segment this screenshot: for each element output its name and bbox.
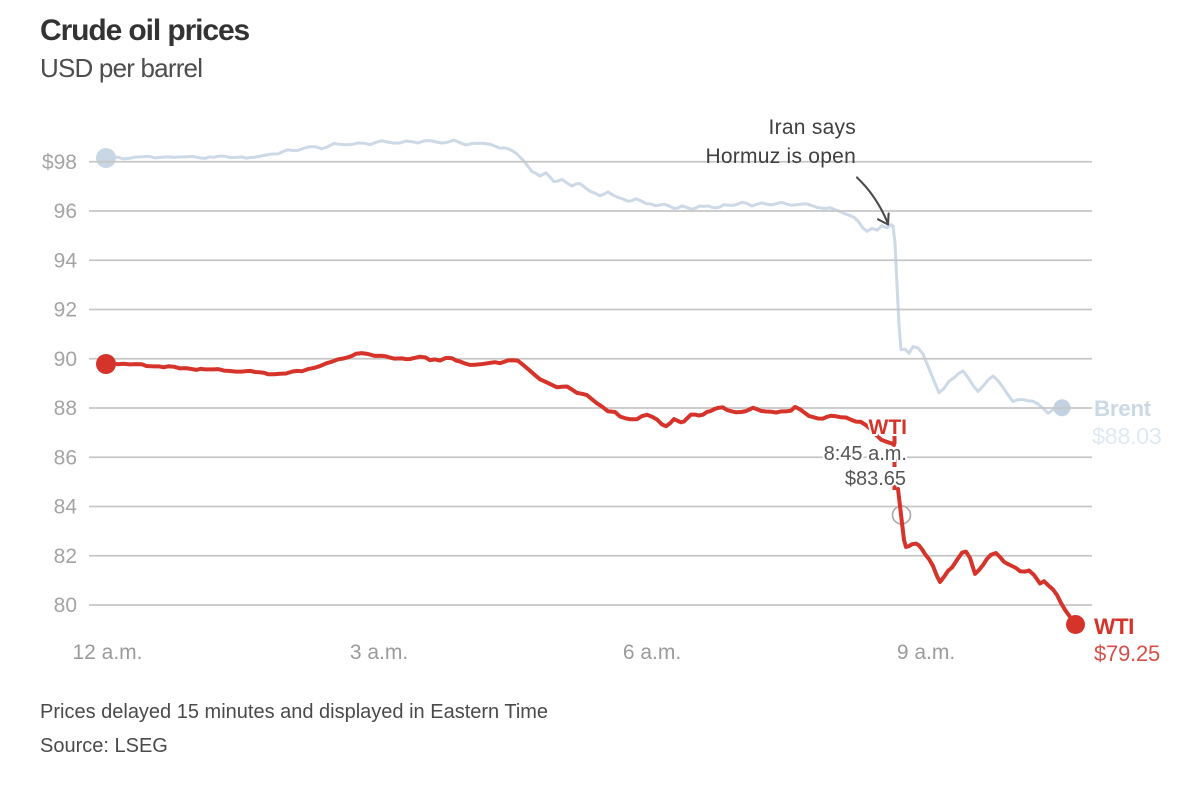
svg-text:92: 92 [54, 299, 77, 322]
svg-text:WTI: WTI [869, 416, 907, 439]
svg-text:Prices delayed 15 minutes and: Prices delayed 15 minutes and displayed … [40, 701, 548, 723]
svg-text:3 a.m.: 3 a.m. [350, 641, 408, 664]
svg-text:88: 88 [54, 397, 77, 420]
svg-text:WTI: WTI [1094, 614, 1134, 639]
svg-text:9 a.m.: 9 a.m. [897, 641, 955, 664]
svg-text:82: 82 [54, 545, 77, 568]
svg-text:8:45 a.m.: 8:45 a.m. [824, 443, 907, 465]
svg-text:$98: $98 [42, 151, 77, 174]
svg-text:$88.03: $88.03 [1092, 423, 1162, 449]
svg-text:$83.65: $83.65 [845, 468, 906, 490]
svg-text:Hormuz is open: Hormuz is open [705, 145, 856, 168]
svg-text:12 a.m.: 12 a.m. [72, 641, 142, 664]
svg-text:Iran says: Iran says [769, 116, 856, 139]
svg-text:96: 96 [54, 200, 77, 223]
svg-text:Brent: Brent [1094, 396, 1152, 421]
svg-text:94: 94 [54, 249, 78, 272]
svg-text:Source: LSEG: Source: LSEG [40, 735, 168, 757]
svg-text:86: 86 [54, 446, 77, 469]
svg-text:84: 84 [54, 496, 78, 519]
svg-text:Crude oil prices: Crude oil prices [40, 14, 250, 47]
svg-text:USD per barrel: USD per barrel [40, 53, 202, 83]
svg-text:90: 90 [54, 348, 77, 371]
svg-text:6 a.m.: 6 a.m. [623, 641, 681, 664]
svg-text:80: 80 [54, 594, 77, 617]
svg-text:$79.25: $79.25 [1094, 641, 1160, 666]
